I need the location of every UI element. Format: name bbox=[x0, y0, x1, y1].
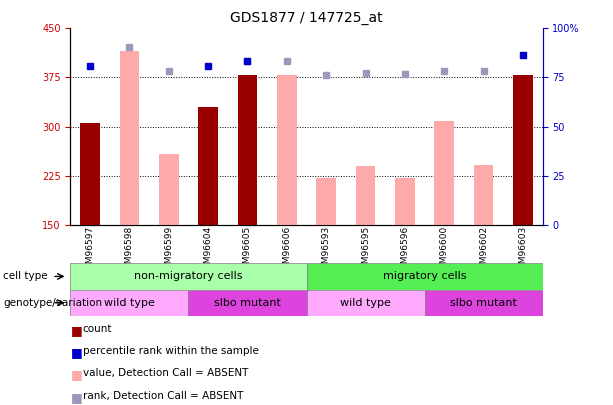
Bar bbox=[306, 263, 543, 290]
Bar bbox=[474, 164, 493, 225]
Bar bbox=[395, 178, 414, 225]
Bar bbox=[80, 123, 100, 225]
Bar bbox=[513, 75, 533, 225]
Text: ■: ■ bbox=[70, 346, 82, 359]
Bar bbox=[435, 122, 454, 225]
Text: rank, Detection Call = ABSENT: rank, Detection Call = ABSENT bbox=[83, 390, 243, 401]
Text: wild type: wild type bbox=[104, 298, 155, 308]
Bar bbox=[238, 75, 257, 225]
Text: cell type: cell type bbox=[3, 271, 48, 281]
Text: ■: ■ bbox=[70, 390, 82, 404]
Text: migratory cells: migratory cells bbox=[383, 271, 466, 281]
Text: value, Detection Call = ABSENT: value, Detection Call = ABSENT bbox=[83, 369, 248, 378]
Text: percentile rank within the sample: percentile rank within the sample bbox=[83, 346, 259, 356]
Text: ■: ■ bbox=[70, 324, 82, 337]
Text: genotype/variation: genotype/variation bbox=[3, 298, 102, 308]
Bar bbox=[70, 290, 189, 316]
Bar bbox=[316, 178, 336, 225]
Bar bbox=[70, 263, 306, 290]
Text: slbo mutant: slbo mutant bbox=[450, 298, 517, 308]
Bar bbox=[159, 154, 178, 225]
Bar bbox=[189, 290, 306, 316]
Text: wild type: wild type bbox=[340, 298, 391, 308]
Bar bbox=[424, 290, 543, 316]
Bar bbox=[199, 107, 218, 225]
Text: slbo mutant: slbo mutant bbox=[214, 298, 281, 308]
Title: GDS1877 / 147725_at: GDS1877 / 147725_at bbox=[230, 11, 383, 25]
Bar bbox=[306, 290, 424, 316]
Bar bbox=[356, 166, 375, 225]
Text: ■: ■ bbox=[70, 369, 82, 382]
Text: non-migratory cells: non-migratory cells bbox=[134, 271, 243, 281]
Bar bbox=[277, 75, 297, 225]
Text: count: count bbox=[83, 324, 112, 334]
Bar bbox=[120, 51, 139, 225]
